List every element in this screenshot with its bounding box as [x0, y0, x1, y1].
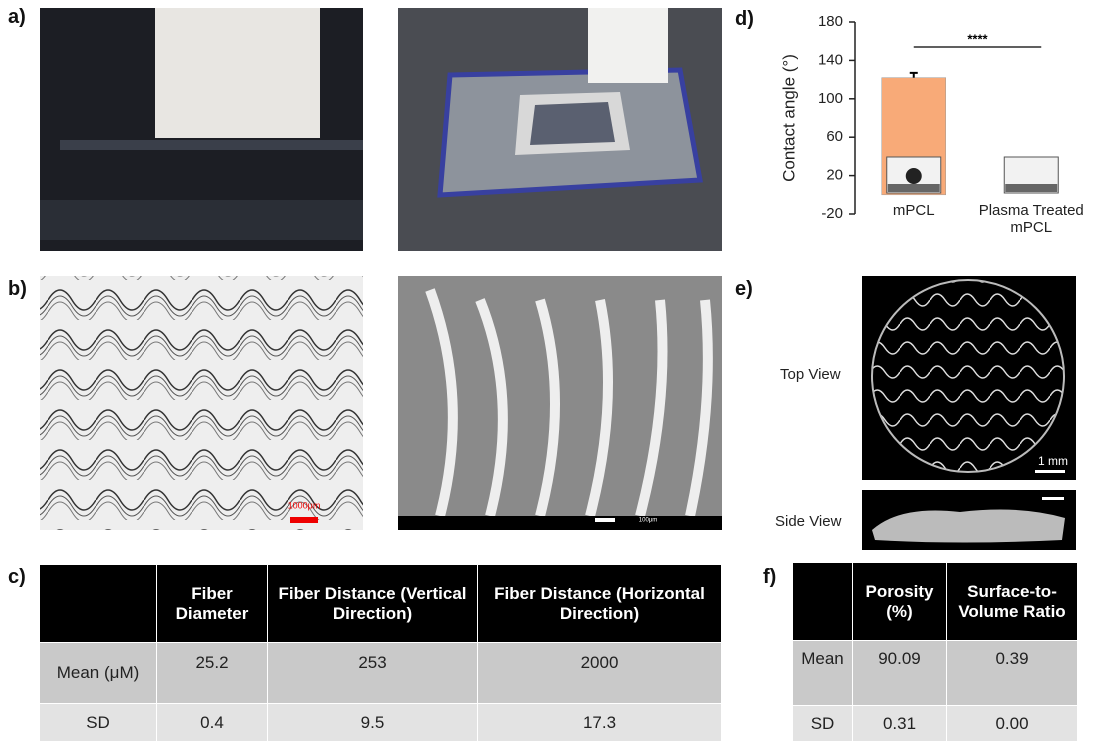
cell: 0.39: [947, 640, 1078, 705]
cell: 25.2: [157, 642, 268, 703]
cell: 17.3: [478, 703, 722, 741]
panel-label: f): [763, 566, 776, 589]
cell: 0.31: [853, 705, 947, 741]
y-tick-label: -20: [821, 205, 843, 222]
x-tick-label: Plasma Treated mPCL: [966, 202, 1096, 236]
y-axis-label: Contact angle (°): [779, 54, 798, 182]
cell: 2000: [478, 642, 722, 703]
row-label: Mean: [793, 640, 853, 705]
panel-label: a): [8, 6, 26, 29]
cell: 253: [268, 642, 478, 703]
header-cell: Porosity (%): [853, 563, 947, 640]
panel-label: e): [735, 278, 753, 301]
scale-label: 1 mm: [1038, 454, 1068, 468]
microct-top: [862, 276, 1076, 480]
photo-a1: [40, 8, 363, 251]
contact-angle-chart: -20 20 60 100 140 180 Contact angle (°) ****: [779, 13, 1058, 222]
header-cell: Fiber Distance (Vertical Direction): [268, 565, 478, 642]
panel-label: b): [8, 278, 27, 301]
photo-a2: [398, 8, 722, 251]
panel-label: d): [735, 8, 754, 31]
y-tick-label: 20: [826, 167, 843, 184]
microct-side: [862, 490, 1076, 550]
y-tick-label: 100: [818, 90, 843, 107]
sem-scale: 100μm: [639, 518, 657, 524]
cell: 0.00: [947, 705, 1078, 741]
view-label: Top View: [780, 366, 841, 383]
y-tick-label: 60: [826, 128, 843, 145]
header-cell: [40, 565, 157, 642]
row-label: Mean (μM): [40, 642, 157, 703]
significance-label: ****: [967, 31, 988, 46]
cell: 9.5: [268, 703, 478, 741]
row-label: SD: [793, 705, 853, 741]
inset-surface: [1005, 184, 1057, 192]
inset-surface: [888, 184, 940, 192]
header-cell: Fiber Diameter: [157, 565, 268, 642]
y-tick-label: 180: [818, 13, 843, 30]
row-label: SD: [40, 703, 157, 741]
droplet: [906, 168, 922, 184]
scale-bar: [290, 517, 318, 523]
sem-b2: 100μm: [398, 276, 722, 530]
cell: 0.4: [157, 703, 268, 741]
scale-label: 1000μm: [288, 500, 321, 510]
y-tick-label: 140: [818, 51, 843, 68]
header-cell: Fiber Distance (Horizontal Direction): [478, 565, 722, 642]
panel-label: c): [8, 566, 26, 589]
x-tick-label: mPCL: [849, 202, 979, 219]
figure: 1000μm 100μm 1 mm -20 20 60 100 140 180 Contac…: [0, 0, 1118, 741]
header-cell: [793, 563, 853, 640]
cell: 90.09: [853, 640, 947, 705]
pattern-b1: [40, 276, 363, 530]
header-cell: Surface-to-Volume Ratio: [947, 563, 1078, 640]
view-label: Side View: [775, 513, 841, 530]
